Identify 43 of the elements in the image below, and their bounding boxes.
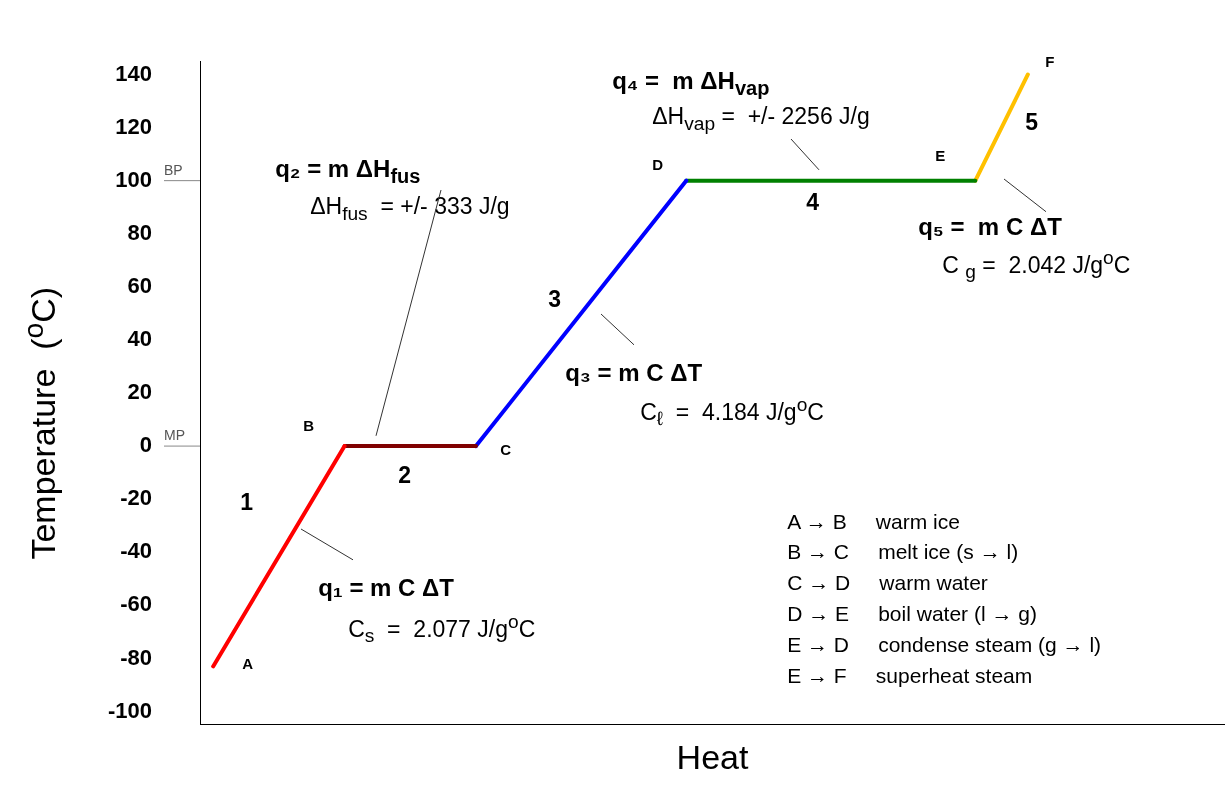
annotation: q₄ = m ΔH$_{vap}$ — [612, 67, 770, 100]
annotation: E — [935, 146, 946, 164]
annotation: q₃ = m C ΔT — [565, 359, 703, 387]
annotation: 4 — [806, 188, 819, 215]
annotation: D — [652, 156, 664, 174]
annotation: q₁ = m C ΔT — [318, 574, 454, 601]
y-tick-label: 140 — [115, 60, 152, 86]
annotation: C → D warm water — [787, 571, 988, 595]
y-tick-label: 20 — [127, 379, 152, 405]
y-tick-label: 0 — [139, 432, 152, 458]
y-tick-label: 120 — [115, 113, 152, 139]
annotation: 3 — [548, 286, 561, 313]
annotation: F — [1045, 53, 1055, 71]
y-tick-label: 80 — [127, 219, 152, 245]
annotation: E → F superheat steam — [787, 663, 1033, 687]
annotation: C — [500, 441, 511, 459]
y-tick-label: -60 — [120, 591, 152, 617]
annotation: B → C melt ice (s → l) — [787, 540, 1019, 564]
annotation: 2 — [398, 461, 411, 488]
y-tick-label: -80 — [120, 644, 152, 670]
y-tick-label: -20 — [120, 485, 152, 511]
y-tick-label: -40 — [120, 538, 152, 564]
y-tick-label: -100 — [107, 697, 152, 723]
annotation: A — [242, 655, 253, 673]
y-tick-label: 40 — [127, 325, 152, 351]
annotation: A → B warm ice — [787, 509, 960, 533]
annotation: C$_{ℓ}$ = 4.184 J/g$^{o}$C — [640, 393, 824, 429]
annotation: D → E boil water (l → g) — [787, 602, 1037, 626]
annotation: ΔH$_{vap}$ = +/- 2256 J/g — [652, 102, 870, 134]
annotation: q₅ = m C ΔT — [918, 213, 1062, 241]
annotation: q₂ = m ΔH$_{fus}$ — [275, 155, 421, 188]
annotation: C$_{s}$ = 2.077 J/g$^{o}$C — [348, 610, 536, 646]
annotation: 5 — [1025, 108, 1038, 135]
ref-line-label: MP — [164, 426, 185, 443]
x-axis-title: Heat — [676, 737, 749, 776]
annotation: 1 — [240, 488, 253, 515]
ref-line-label: BP — [164, 161, 183, 178]
annotation: B — [303, 417, 314, 435]
y-tick-label: 100 — [115, 166, 152, 192]
annotation: C $_{g}$ = 2.042 J/g$^{o}$C — [942, 246, 1131, 283]
annotation: E → D condense steam (g → l) — [787, 632, 1102, 656]
annotation: ΔH$_{fus}$ = +/- 333 J/g — [310, 192, 510, 224]
y-tick-label: 60 — [127, 272, 152, 298]
